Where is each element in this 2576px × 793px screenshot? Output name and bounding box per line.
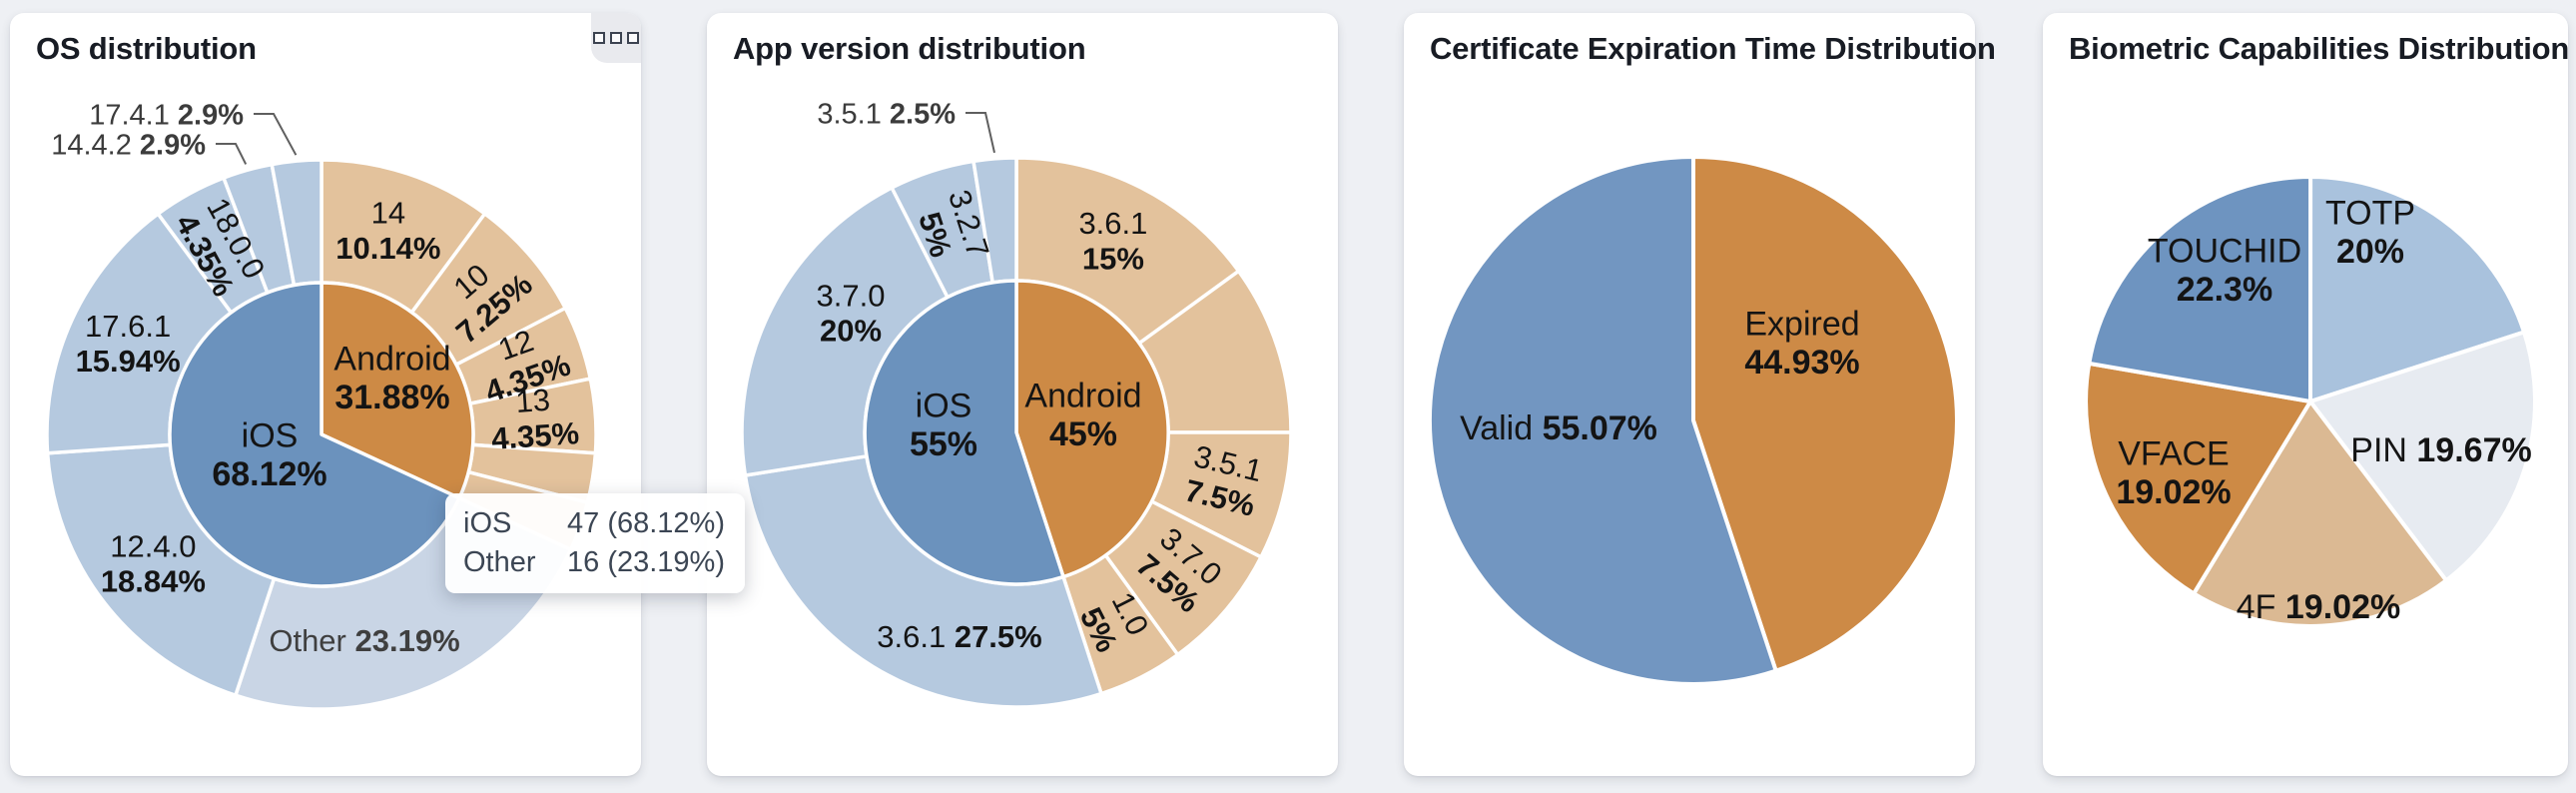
slice-label: 12.4.0 18.84% (101, 528, 206, 598)
slice-label: 14.4.2 2.9% (51, 129, 206, 161)
slice-label: VFACE 19.02% (2116, 434, 2231, 511)
panel-app-version-distribution: App version distribution Android 45% iOS 55… (707, 13, 1338, 776)
slice-label: 134.35% (488, 381, 580, 456)
slice-label: Valid 55.07% (1460, 409, 1657, 447)
tooltip-label: iOS (463, 507, 512, 539)
panel-title: App version distribution (733, 31, 1086, 66)
slice-label: 4F 19.02% (2237, 588, 2400, 626)
panel-title: OS distribution (36, 31, 257, 66)
slice-label: iOS 55% (910, 387, 977, 463)
label-leader-line (966, 112, 995, 154)
square-icon (627, 32, 639, 44)
slice-Android[interactable] (320, 281, 475, 500)
slice-TOUCHID[interactable] (2087, 175, 2313, 403)
app-version-distribution-chart[interactable]: Android 45%iOS 55%3.6.1 15%3.5.17.5%3.7.07.… (707, 69, 1338, 772)
slice-Android[interactable] (1014, 279, 1170, 579)
square-icon (610, 32, 622, 44)
slice-iOS[interactable] (168, 281, 461, 588)
slice-label: Android 45% (1024, 377, 1141, 453)
tooltip-label: Other (463, 546, 536, 578)
slice-TOTP[interactable] (2308, 175, 2526, 403)
square-icon (593, 32, 605, 44)
slice-label: 17.6.1 15.94% (76, 309, 181, 379)
os-distribution-chart[interactable]: Android 31.88%iOS 68.12%14 10.14%107.25%124… (10, 69, 641, 772)
tooltip-row: Other 16 (23.19%) (463, 543, 725, 582)
slice-label: 3.7.0 20% (817, 278, 886, 348)
panel-os-distribution: OS distribution Android 31.88% iOS 68.12% 14… (10, 13, 641, 776)
panel-menu-button[interactable] (591, 13, 641, 63)
slice-Expired[interactable] (1691, 155, 1959, 673)
slice-label: Expired 44.93% (1744, 305, 1859, 382)
tooltip-value: 16 (23.19%) (567, 546, 725, 578)
label-leader-line (254, 113, 298, 156)
panel-certificate-expiration: Certificate Expiration Time Distribution… (1404, 13, 1996, 776)
slice-label: 3.5.1 2.5% (817, 98, 956, 130)
slice-label: 17.4.1 2.9% (89, 99, 244, 131)
panel-title: Biometric Capabilities Distribution (2069, 31, 2570, 66)
panel-title: Certificate Expiration Time Distribution (1430, 31, 1996, 66)
slice-label: PIN 19.67% (2350, 431, 2531, 469)
panel-biometric-capabilities: Biometric Capabilities Distribution TOTP… (2043, 13, 2570, 776)
slice-iOS[interactable] (863, 279, 1065, 586)
tooltip-row: iOS 47 (68.12%) (463, 504, 725, 543)
chart-tooltip: iOS 47 (68.12%) Other 16 (23.19%) (445, 493, 745, 593)
slice-4F[interactable] (2192, 399, 2448, 628)
label-leader-line (216, 143, 248, 165)
slice-label: TOTP 20% (2325, 194, 2415, 271)
slice-PIN[interactable] (2308, 330, 2537, 583)
slice-label: 3.6.1 27.5% (877, 619, 1041, 654)
slice-label: 14 10.14% (335, 196, 440, 266)
slice-label: Android 31.88% (333, 340, 450, 416)
slice-Valid[interactable] (1427, 155, 1778, 686)
biometric-capabilities-chart[interactable]: TOTP 20% PIN 19.67% 4F 19.02% VFACE 19.02% TOU… (2043, 69, 2568, 772)
slice-label: Other 23.19% (269, 623, 459, 658)
slice-label: TOUCHID 22.3% (2148, 232, 2301, 309)
certificate-expiration-chart[interactable]: Expired 44.93% Valid 55.07% (1404, 69, 1975, 772)
slice-label: iOS 68.12% (212, 416, 326, 493)
tooltip-value: 47 (68.12%) (567, 507, 725, 539)
slice-VFACE[interactable] (2084, 361, 2312, 596)
slice-label: 3.6.1 15% (1078, 206, 1147, 276)
